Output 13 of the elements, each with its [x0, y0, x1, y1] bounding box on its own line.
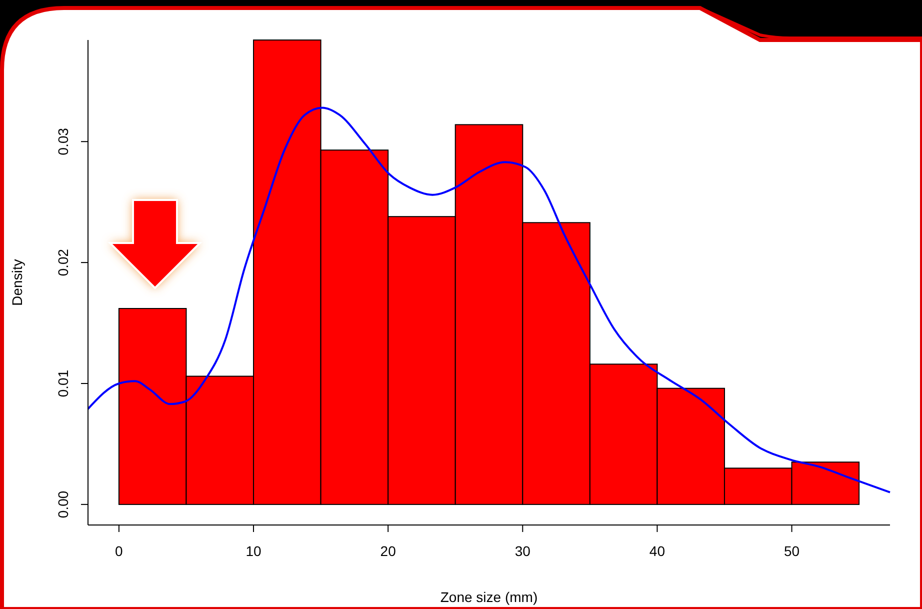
x-tick-label: 40 — [649, 543, 666, 559]
x-tick-label: 30 — [514, 543, 531, 559]
x-tick-label: 10 — [246, 543, 262, 559]
y-tick-label: 0.02 — [55, 248, 71, 276]
x-tick-label: 50 — [784, 543, 800, 559]
y-axis-title: Density — [9, 259, 25, 306]
x-tick-label: 20 — [380, 543, 396, 559]
y-tick-label: 0.01 — [55, 370, 71, 398]
y-tick-label: 0.03 — [55, 128, 71, 156]
y-tick-label: 0.00 — [55, 490, 71, 518]
x-axis-title: Zone size (mm) — [440, 589, 538, 605]
line-series — [87, 106, 891, 494]
x-tick-label: 0 — [115, 543, 124, 559]
